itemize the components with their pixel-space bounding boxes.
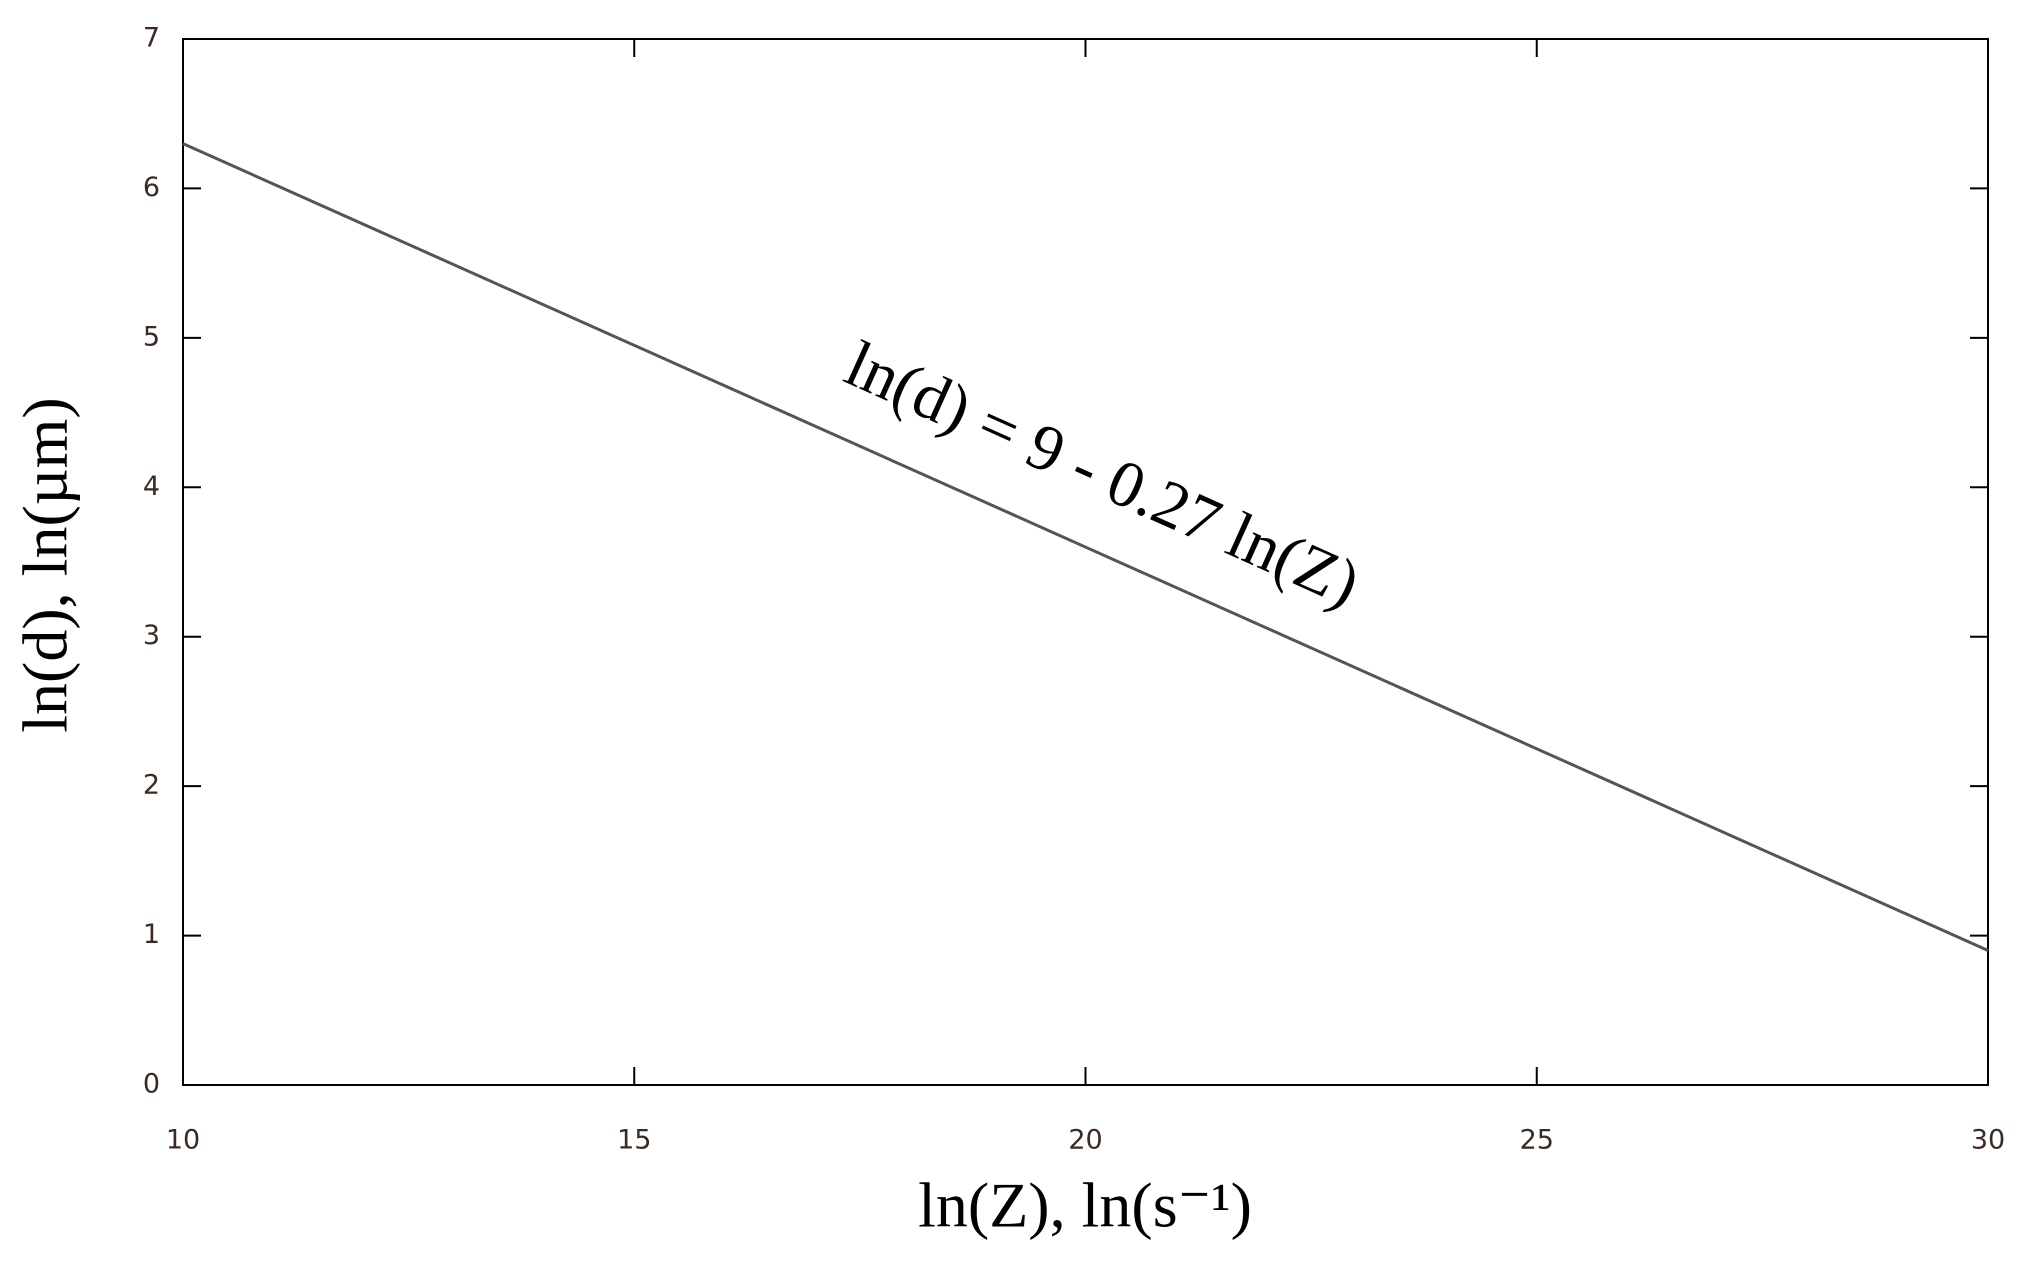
y-tick-label: 4 (143, 471, 160, 502)
x-tick-label: 15 (617, 1125, 651, 1156)
x-tick-label: 20 (1068, 1125, 1102, 1156)
x-tick-label: 10 (166, 1125, 200, 1156)
y-axis-title: ln(d), ln(µm) (10, 397, 81, 732)
data-line (182, 142, 1989, 952)
x-tick-label: 25 (1520, 1125, 1554, 1156)
plot-frame (182, 38, 1989, 1086)
y-tick-label: 3 (143, 620, 160, 651)
annotation: ln(d) = 9 - 0.27 ln(Z) (835, 327, 1370, 621)
y-tick-label: 7 (143, 23, 160, 54)
x-axis-title: ln(Z), ln(s⁻¹) (918, 1170, 1252, 1241)
y-tick-label: 6 (143, 172, 160, 203)
y-tick-label: 5 (143, 321, 160, 352)
y-tick-label: 2 (143, 770, 160, 801)
y-tick-label: 1 (143, 919, 160, 950)
y-tick-label: 0 (143, 1069, 160, 1100)
x-tick-label: 30 (1971, 1125, 2005, 1156)
